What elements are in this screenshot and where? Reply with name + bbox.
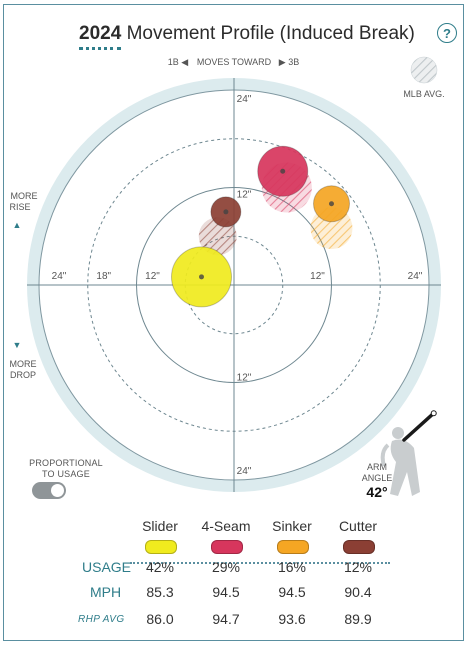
direction-right-label: ▶ 3B bbox=[279, 57, 299, 67]
tick-label-left-mid: 18" bbox=[96, 271, 111, 282]
row-label-rhp-avg: RHP AVG bbox=[78, 614, 125, 625]
pitch-name-slider: Slider bbox=[142, 518, 178, 534]
tick-label-right: 24" bbox=[408, 271, 423, 282]
cell-mph-cutter: 90.4 bbox=[344, 584, 372, 600]
tick-label-top-inner: 12" bbox=[237, 190, 252, 201]
cell-usage-cutter: 12% bbox=[343, 559, 373, 575]
row-label-usage: USAGE bbox=[82, 559, 132, 575]
tick-label-left-inner: 12" bbox=[145, 271, 160, 282]
arm-angle-line bbox=[402, 411, 436, 442]
pitch-name-4-seam: 4-Seam bbox=[201, 518, 251, 534]
pitch-swatch-slider bbox=[145, 540, 177, 554]
more-drop-label-1: MORE bbox=[10, 359, 37, 369]
pitch-swatch-sinker bbox=[277, 540, 309, 554]
direction-middle-label: MOVES TOWARD bbox=[197, 57, 272, 67]
more-rise-arrow: ▲ bbox=[13, 220, 22, 230]
pitch-center-slider bbox=[199, 274, 204, 280]
arm-angle-label: ARM ANGLE bbox=[361, 462, 393, 483]
pitch-swatch-cutter bbox=[343, 540, 375, 554]
title-year: 2024 bbox=[79, 23, 122, 44]
cell-rhp-avg-cutter: 89.9 bbox=[344, 611, 372, 627]
usage-dotted-line bbox=[130, 562, 390, 564]
cell-mph-sinker: 94.5 bbox=[278, 584, 306, 600]
arm-angle-value: 42° bbox=[366, 484, 388, 500]
cell-usage-slider: 42% bbox=[145, 559, 175, 575]
direction-left-label: 1B ◀ bbox=[168, 57, 189, 67]
cell-mph-4-seam: 94.5 bbox=[212, 584, 240, 600]
tick-label-left: 24" bbox=[52, 271, 67, 282]
tick-label-right-inner: 12" bbox=[310, 271, 325, 282]
toggle-knob bbox=[51, 484, 64, 497]
cell-mph-slider: 85.3 bbox=[146, 584, 174, 600]
toggle-label: PROPORTIONAL TO USAGE bbox=[29, 458, 103, 479]
tick-label-top: 24" bbox=[237, 94, 252, 105]
row-label-mph: MPH bbox=[90, 584, 122, 600]
more-drop-arrow: ▼ bbox=[13, 340, 22, 350]
tick-label-bottom-inner: 12" bbox=[237, 373, 252, 384]
more-rise-label-1: MORE bbox=[11, 191, 38, 201]
pitch-center-4-seam bbox=[280, 168, 286, 174]
cell-rhp-avg-4-seam: 94.7 bbox=[212, 611, 240, 627]
pitch-name-cutter: Cutter bbox=[338, 518, 378, 534]
pitch-center-sinker bbox=[329, 201, 334, 207]
cell-usage-4-seam: 29% bbox=[211, 559, 241, 575]
arm-angle-ball bbox=[430, 410, 437, 417]
cell-rhp-avg-slider: 86.0 bbox=[146, 611, 174, 627]
tick-label-bottom: 24" bbox=[237, 466, 252, 477]
more-rise-label-2: RISE bbox=[9, 202, 30, 212]
year-dropdown-underline[interactable] bbox=[79, 47, 121, 50]
help-icon[interactable]: ? bbox=[437, 23, 457, 43]
pitch-swatch-4-seam bbox=[211, 540, 243, 554]
mlb-avg-legend-marker bbox=[410, 56, 438, 84]
pitch-name-sinker: Sinker bbox=[272, 518, 312, 534]
cell-rhp-avg-sinker: 93.6 bbox=[278, 611, 306, 627]
pitcher-silhouette-icon bbox=[380, 427, 420, 496]
title-text: Movement Profile (Induced Break) bbox=[126, 23, 415, 44]
pitch-center-cutter bbox=[223, 209, 229, 215]
more-drop-label-2: DROP bbox=[10, 370, 36, 380]
page-title: 2024 Movement Profile (Induced Break) bbox=[79, 23, 415, 45]
mlb-avg-legend-label: MLB AVG. bbox=[403, 89, 444, 99]
proportional-usage-toggle[interactable] bbox=[32, 482, 66, 499]
cell-usage-sinker: 16% bbox=[277, 559, 307, 575]
pitch-table: Slider 4-Seam Sinker Cutter USAGE 42% 29% 16% 12… bbox=[0, 514, 469, 634]
